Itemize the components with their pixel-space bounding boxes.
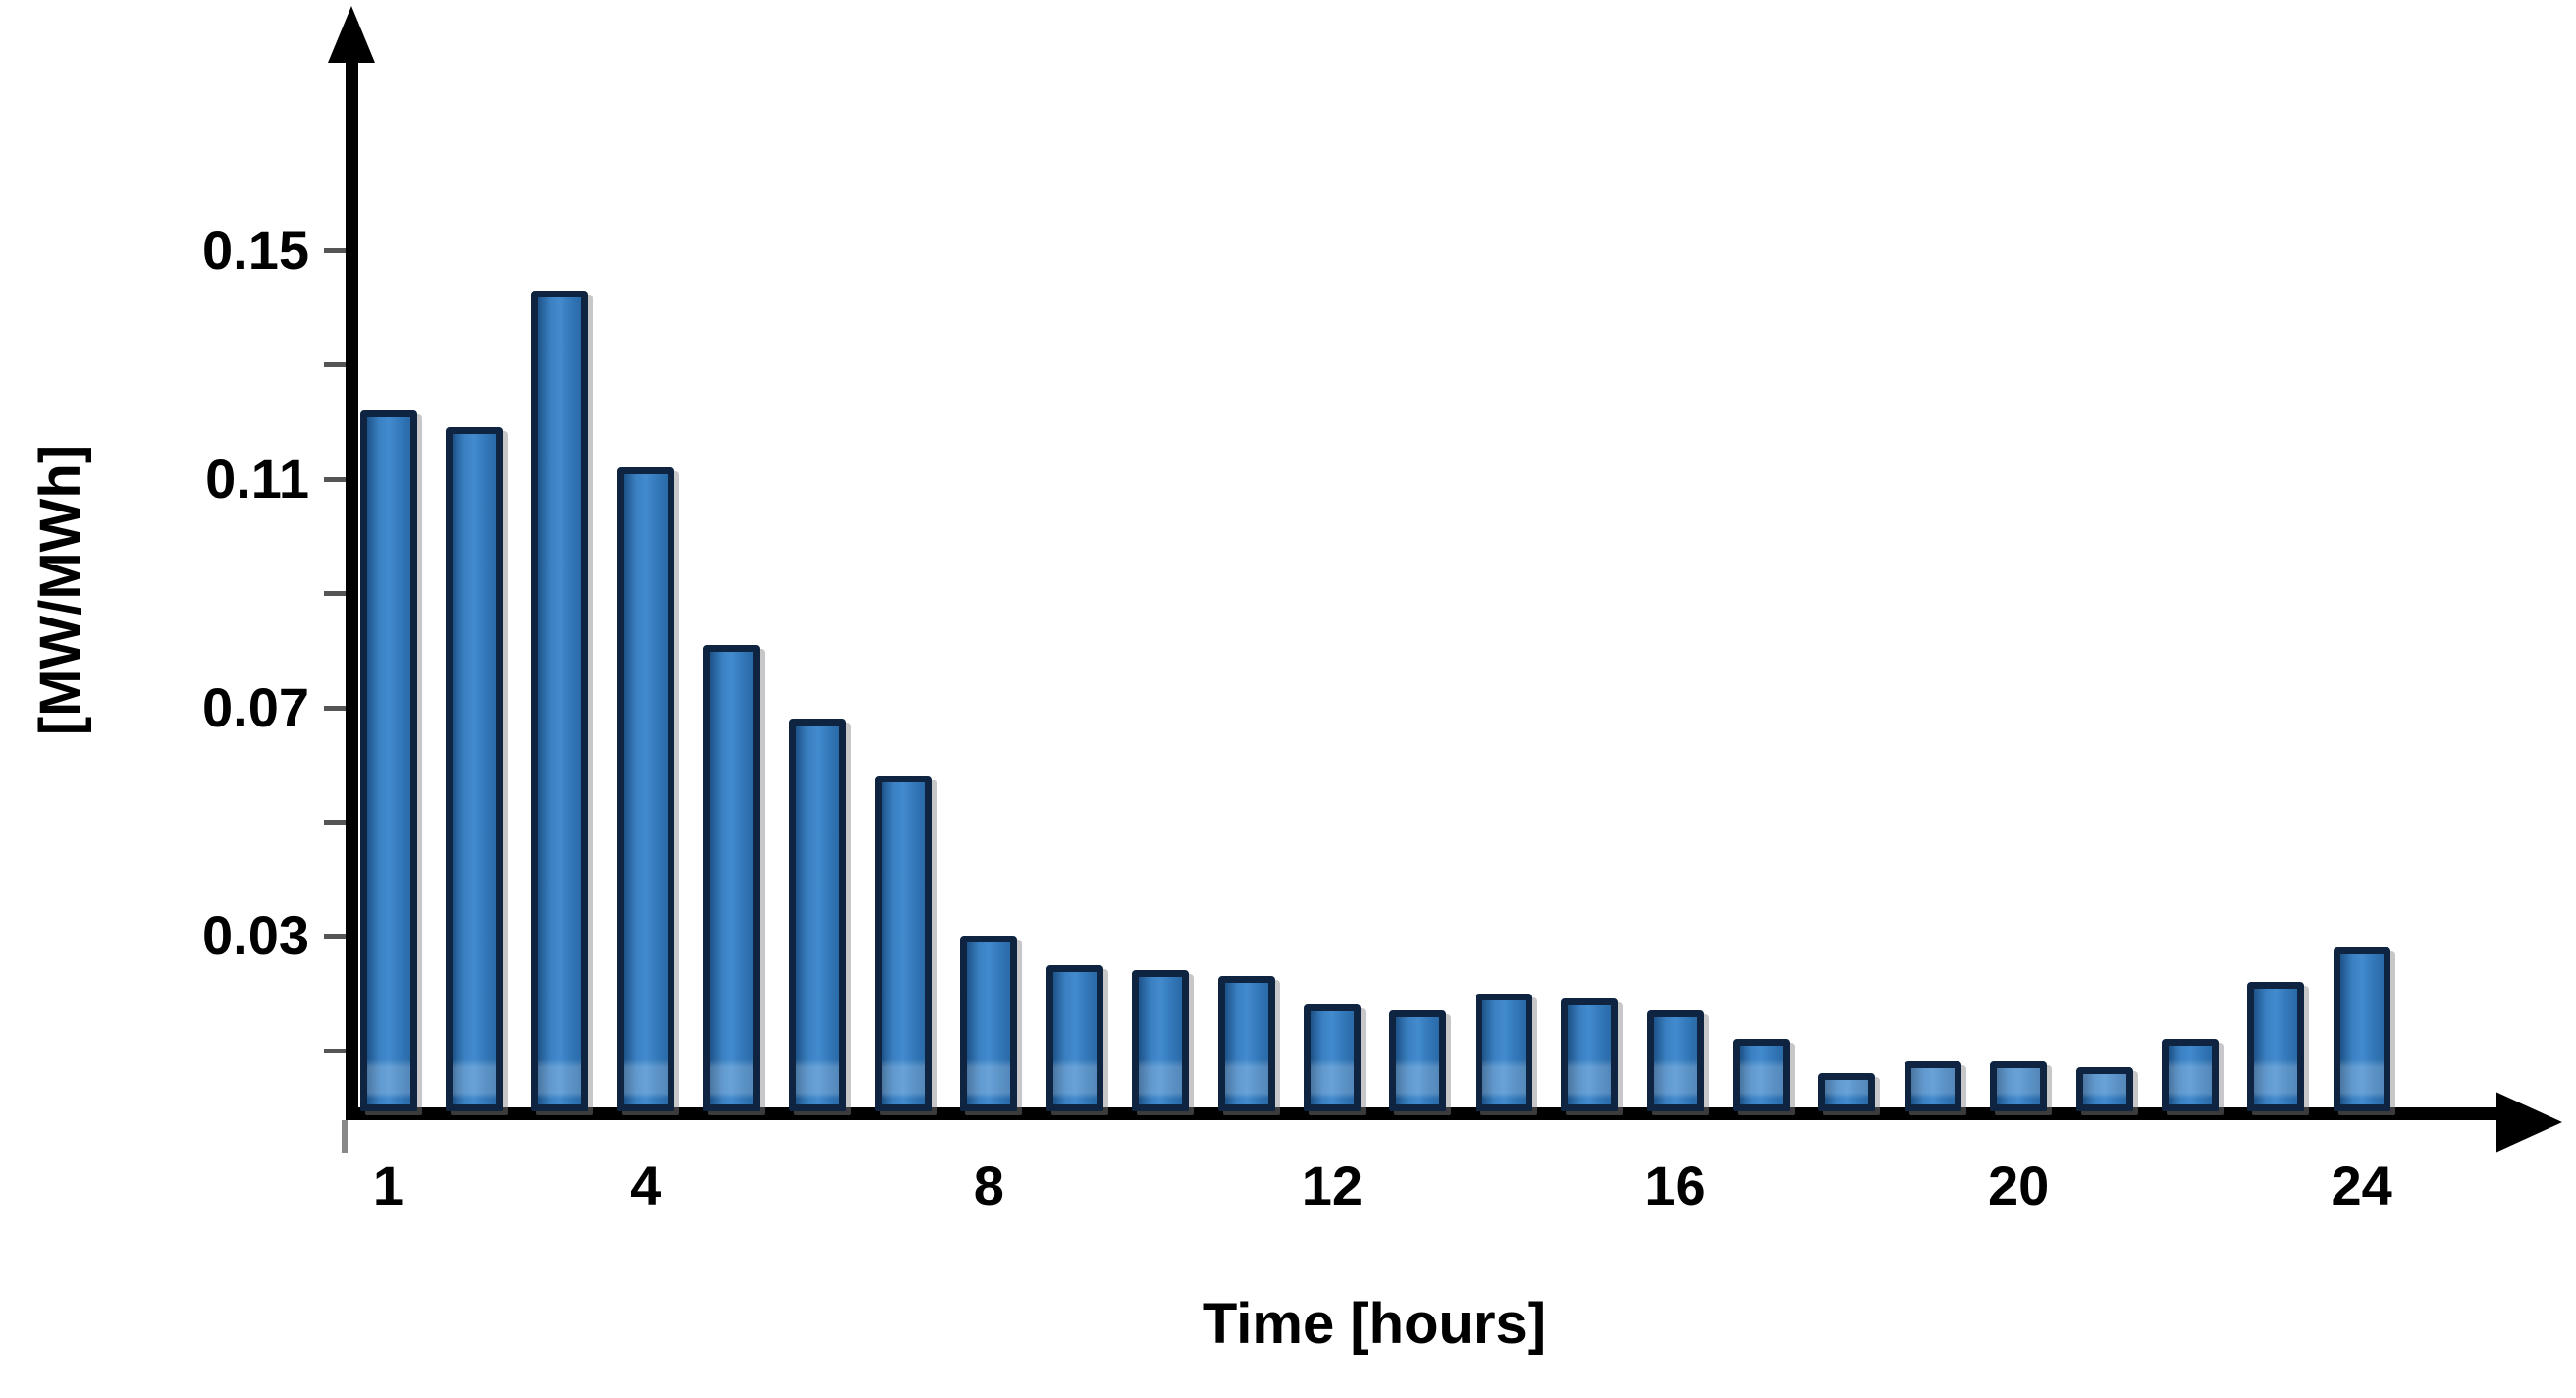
x-axis-tick-label: 12: [1301, 1155, 1364, 1216]
bar-hour-15: [1561, 998, 1619, 1111]
y-axis-tick: [324, 591, 346, 597]
bar-hour-8: [960, 936, 1018, 1111]
x-axis-tick-label: 20: [1987, 1155, 2050, 1216]
y-axis-tick: [324, 362, 346, 368]
y-axis-tick-label: 0.03: [202, 904, 309, 967]
bar-hour-13: [1389, 1010, 1447, 1111]
x-axis-tick-label: 24: [2331, 1155, 2392, 1216]
bar-hour-3: [531, 290, 589, 1111]
x-axis-tick-label: 8: [973, 1155, 1004, 1216]
bar-hour-14: [1475, 993, 1532, 1111]
bar-hour-16: [1646, 1010, 1704, 1111]
bar-hour-17: [1732, 1039, 1790, 1111]
y-axis-tick-label: 0.15: [202, 219, 309, 281]
bar-hour-6: [788, 719, 846, 1111]
bar-hour-12: [1303, 1004, 1361, 1111]
y-axis-title: [MW/MWh]: [28, 444, 92, 736]
bar-hour-20: [1990, 1061, 2048, 1111]
x-axis-origin-tick: [342, 1120, 348, 1153]
bar-hour-1: [359, 409, 417, 1111]
bar-hour-23: [2247, 981, 2305, 1111]
bar-hour-5: [703, 644, 761, 1111]
bar-hour-2: [445, 427, 503, 1111]
y-axis-tick: [324, 820, 346, 825]
bar-hour-11: [1217, 976, 1275, 1111]
bar-hour-18: [1818, 1073, 1876, 1111]
y-axis-tick: [324, 248, 346, 253]
bar-hour-22: [2161, 1039, 2219, 1111]
bar-hour-4: [617, 467, 674, 1111]
bar-hour-19: [1904, 1061, 1961, 1111]
y-axis-line: [346, 22, 358, 1120]
bar-hour-21: [2075, 1067, 2133, 1111]
x-axis-arrowhead-icon: [2496, 1092, 2562, 1153]
bar-hour-9: [1046, 964, 1103, 1111]
x-axis-title: Time [hours]: [1202, 1292, 1547, 1356]
y-axis-tick: [324, 1048, 346, 1053]
y-axis-tick-label: 0.07: [202, 675, 309, 738]
x-axis-tick-label: 1: [372, 1155, 404, 1216]
x-axis-tick-label: 16: [1644, 1155, 1706, 1216]
y-axis-tick-label: 0.11: [205, 447, 309, 510]
bar-hour-7: [874, 776, 932, 1111]
y-axis-tick: [324, 934, 346, 940]
x-axis-tick-label: 4: [630, 1155, 662, 1216]
bar-hour-24: [2333, 947, 2390, 1111]
y-axis-arrowhead-icon: [328, 6, 375, 63]
y-axis-tick: [324, 705, 346, 711]
bar-hour-10: [1132, 970, 1190, 1111]
y-axis-tick: [324, 476, 346, 482]
